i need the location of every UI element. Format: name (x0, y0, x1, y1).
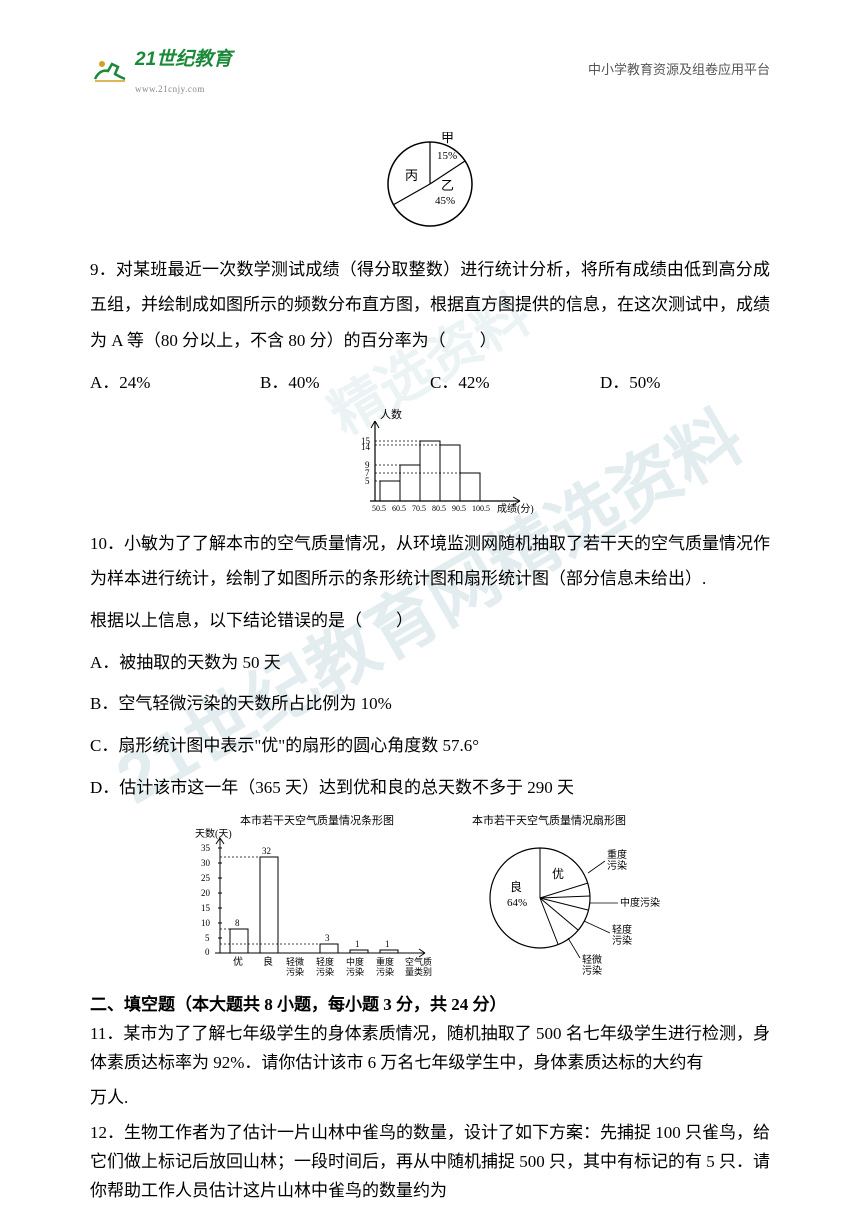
svg-text:轻度: 轻度 (316, 956, 334, 967)
svg-text:优: 优 (233, 955, 243, 968)
svg-text:重度: 重度 (376, 956, 394, 967)
svg-text:70.5: 70.5 (412, 504, 426, 513)
svg-text:空气质: 空气质 (405, 956, 432, 967)
svg-text:1: 1 (355, 939, 360, 949)
svg-text:15%: 15% (437, 150, 457, 162)
svg-text:乙: 乙 (441, 178, 454, 193)
svg-text:本市若干天空气质量情况扇形图: 本市若干天空气质量情况扇形图 (472, 813, 626, 827)
logo: 21世纪教育 www.21cnjy.com (90, 40, 232, 99)
option-10a: A．被抽取的天数为 50 天 (90, 645, 770, 681)
pie-chart-q8: 甲 15% 乙 45% 丙 (90, 132, 770, 237)
header-right-text: 中小学教育资源及组卷应用平台 (588, 56, 770, 83)
svg-text:轻度: 轻度 (612, 923, 632, 936)
page-header: 21世纪教育 www.21cnjy.com 中小学教育资源及组卷应用平台 (90, 40, 770, 107)
svg-text:8: 8 (235, 918, 240, 928)
svg-text:人数: 人数 (380, 408, 402, 421)
question-9-text: 9．对某班最近一次数学测试成绩（得分取整数）进行统计分析，将所有成绩由低到高分成… (90, 252, 770, 359)
svg-text:中度: 中度 (346, 956, 364, 967)
svg-text:90.5: 90.5 (452, 504, 466, 513)
logo-url-text: www.21cnjy.com (135, 80, 232, 99)
svg-text:量类别: 量类别 (405, 966, 432, 977)
svg-text:丙: 丙 (405, 168, 418, 183)
svg-text:45%: 45% (435, 195, 455, 207)
svg-text:10: 10 (201, 918, 211, 928)
option-10c: C．扇形统计图中表示"优"的扇形的圆心角度数 57.6° (90, 728, 770, 764)
svg-text:轻微: 轻微 (286, 956, 304, 967)
question-11-suffix: 万人. (90, 1084, 770, 1113)
charts-q10: 本市若干天空气质量情况条形图 天数(天) 0 5 10 15 20 25 30 … (90, 813, 770, 983)
svg-text:重度: 重度 (607, 848, 627, 861)
svg-text:天数(天): 天数(天) (195, 827, 232, 840)
svg-text:良: 良 (263, 955, 273, 968)
svg-text:15: 15 (201, 903, 211, 913)
svg-text:污染: 污染 (612, 934, 632, 947)
histogram-q9: 人数 15 14 9 7 5 50.5 60.5 70.5 80.5 (90, 406, 770, 521)
svg-text:良: 良 (510, 879, 522, 894)
svg-text:3: 3 (325, 933, 330, 943)
svg-text:35: 35 (201, 843, 211, 853)
option-9d: D．50% (600, 365, 770, 401)
svg-text:中度污染: 中度污染 (620, 896, 660, 909)
svg-text:5: 5 (205, 933, 210, 943)
svg-text:5: 5 (365, 476, 370, 486)
svg-text:优: 优 (552, 867, 564, 881)
option-9c: C．42% (430, 365, 600, 401)
option-10b: B．空气轻微污染的天数所占比例为 10% (90, 686, 770, 722)
svg-text:污染: 污染 (376, 966, 394, 977)
logo-icon (90, 49, 130, 89)
svg-text:50.5: 50.5 (372, 504, 386, 513)
svg-text:本市若干天空气质量情况条形图: 本市若干天空气质量情况条形图 (240, 813, 394, 827)
svg-text:20: 20 (201, 888, 211, 898)
svg-text:污染: 污染 (316, 966, 334, 977)
svg-text:14: 14 (361, 442, 371, 452)
svg-text:32: 32 (262, 846, 271, 856)
option-9b: B．40% (260, 365, 430, 401)
svg-text:污染: 污染 (582, 964, 602, 977)
svg-text:80.5: 80.5 (432, 504, 446, 513)
section-2-title: 二、填空题（本大题共 8 小题，每小题 3 分，共 24 分） (90, 991, 770, 1020)
svg-text:污染: 污染 (346, 966, 364, 977)
option-9a: A．24% (90, 365, 260, 401)
option-10d: D．估计该市这一年（365 天）达到优和良的总天数不多于 290 天 (90, 770, 770, 806)
logo-main-text: 21世纪教育 (135, 40, 232, 80)
svg-text:60.5: 60.5 (392, 504, 406, 513)
question-12-text: 12．生物工作者为了估计一片山林中雀鸟的数量，设计了如下方案：先捕捉 100 只… (90, 1119, 770, 1206)
svg-text:甲: 甲 (441, 132, 454, 145)
svg-text:轻微: 轻微 (582, 953, 602, 966)
svg-text:1: 1 (385, 939, 390, 949)
svg-text:25: 25 (201, 873, 211, 883)
svg-text:污染: 污染 (286, 966, 304, 977)
svg-text:污染: 污染 (607, 859, 627, 872)
svg-text:30: 30 (201, 858, 211, 868)
svg-text:成绩(分): 成绩(分) (497, 502, 534, 515)
question-10-text: 10．小敏为了了解本市的空气质量情况，从环境监测网随机抽取了若干天的空气质量情况… (90, 526, 770, 597)
question-11-text: 11．某市为了了解七年级学生的身体素质情况，随机抽取了 500 名七年级学生进行… (90, 1020, 770, 1078)
svg-text:100.5: 100.5 (472, 504, 490, 513)
svg-text:0: 0 (205, 947, 210, 957)
question-9-options: A．24% B．40% C．42% D．50% (90, 365, 770, 401)
question-10-subtext: 根据以上信息，以下结论错误的是（ ） (90, 603, 770, 639)
svg-text:64%: 64% (507, 897, 527, 909)
